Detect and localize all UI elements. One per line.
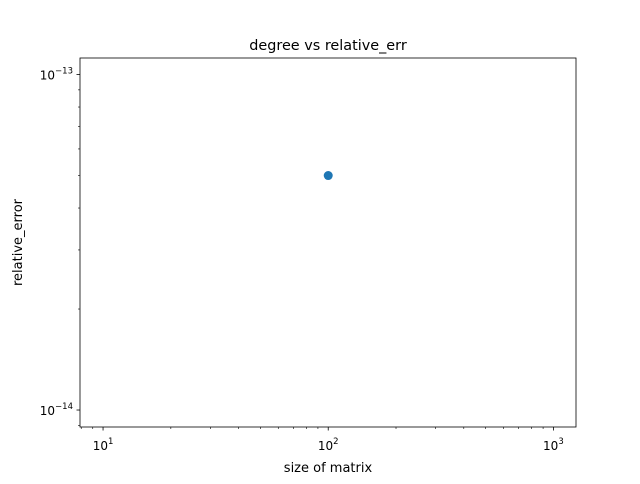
y-axis-ticks: 10−14 10−13 — [40, 67, 80, 426]
x-tick-label: 101 — [93, 437, 114, 453]
y-tick-label: 10−14 — [40, 402, 73, 418]
x-axis-label: size of matrix — [284, 461, 373, 476]
data-points — [323, 171, 333, 181]
x-axis-ticks: 101 102 103 — [80, 427, 564, 453]
chart-title: degree vs relative_err — [249, 38, 407, 54]
y-axis-label: relative_error — [11, 198, 26, 286]
y-tick-label: 10−13 — [40, 67, 73, 83]
data-point — [323, 171, 333, 181]
axes-frame — [79, 57, 577, 428]
x-tick-label: 102 — [318, 437, 339, 453]
x-tick-label: 103 — [543, 437, 564, 453]
